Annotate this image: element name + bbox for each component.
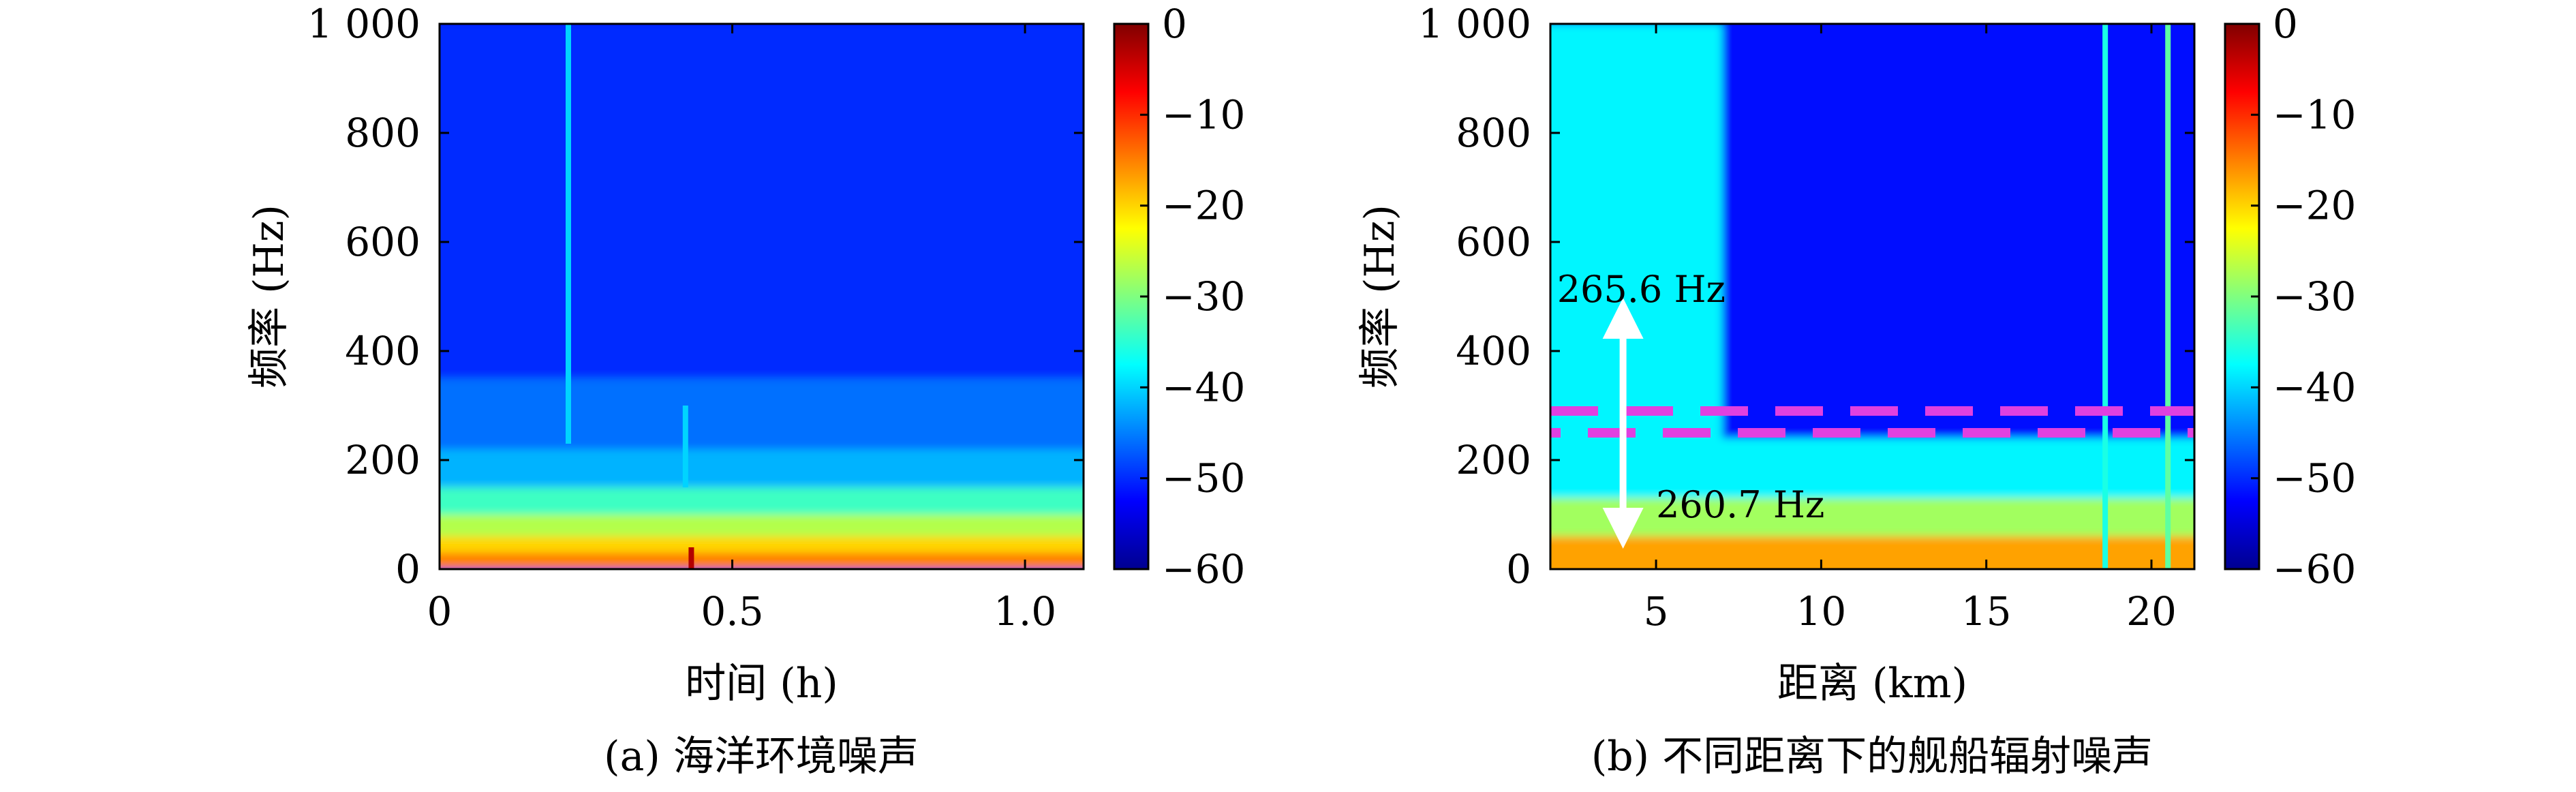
colorbar-tick-label: −30	[2273, 273, 2356, 320]
panel-caption: (a) 海洋环境噪声	[604, 733, 919, 780]
plot-frame	[1549, 22, 2196, 570]
annotation-label: 265.6 Hz	[1557, 268, 1726, 311]
y-axis-label: 频率 (Hz)	[245, 204, 293, 389]
x-tick-label: 15	[1961, 588, 2012, 635]
y-tick-label: 400	[1456, 328, 1531, 374]
spectrogram-band	[440, 515, 1084, 536]
y-tick-label: 600	[345, 219, 420, 265]
y-tick-label: 800	[345, 110, 420, 156]
x-tick-label: 5	[1644, 588, 1669, 635]
x-tick-label: 10	[1796, 588, 1846, 635]
colorbar-tick-label: 0	[1162, 1, 1187, 47]
colorbar-tick-label: −10	[1162, 91, 1245, 138]
spectrogram-band	[440, 553, 1084, 569]
y-tick-label: 0	[1506, 546, 1531, 592]
spectral-line	[682, 406, 688, 487]
spectrogram-band	[440, 378, 1084, 449]
colorbar-tick-label: −30	[1162, 273, 1245, 320]
colorbar-tick-label: −50	[1162, 455, 1245, 502]
spectrogram-band	[440, 536, 1084, 553]
colorbar-tick-label: −40	[1162, 364, 1245, 410]
colorbar-tick-label: −40	[2273, 364, 2356, 410]
panel-caption: (b) 不同距离下的舰船辐射噪声	[1591, 733, 2153, 780]
spectrogram-band	[440, 449, 1084, 487]
spectrogram-fill	[1550, 24, 2194, 569]
colorbar-tick-label: −20	[1162, 183, 1245, 229]
colorbar-tick-label: −20	[2273, 183, 2356, 229]
x-axis-label: 时间 (h)	[685, 660, 838, 707]
spectral-line	[566, 24, 571, 444]
spectral-line	[2102, 24, 2109, 569]
spectrogram-fill	[440, 24, 1084, 569]
chart-panel-a: 0 0.5 1.0 0 200 400 600 800 1 000 时间 (h) 频率 (Hz) 0 −…	[245, 1, 1245, 780]
plot-frame	[438, 22, 1085, 570]
x-tick-label: 0.5	[701, 588, 763, 635]
spectrogram-region	[1550, 438, 2194, 498]
spectral-line	[688, 547, 694, 569]
spectrogram-area	[440, 24, 1084, 569]
colorbar-tick-label: −10	[2273, 91, 2356, 138]
colorbar-tick-label: −60	[1162, 546, 1245, 592]
spectral-line	[2165, 24, 2171, 569]
colorbar-tick-label: −50	[2273, 455, 2356, 502]
y-tick-label: 1 000	[1418, 1, 1531, 47]
y-tick-label: 200	[1456, 437, 1531, 483]
colorbar-tick-label: −60	[2273, 546, 2356, 592]
spectrogram-band	[440, 24, 1084, 378]
x-axis-label: 距离 (km)	[1777, 660, 1967, 707]
spectrogram-area	[1550, 24, 2194, 569]
y-tick-label: 400	[345, 328, 420, 374]
y-axis-label: 频率 (Hz)	[1356, 204, 1404, 389]
x-tick-label: 20	[2126, 588, 2177, 635]
y-tick-label: 0	[395, 546, 420, 592]
spectrogram-region	[1550, 498, 2194, 536]
y-tick-label: 200	[345, 437, 420, 483]
annotation-label: 260.7 Hz	[1656, 483, 1824, 526]
x-tick-label: 1.0	[994, 588, 1056, 635]
spectrogram-band	[440, 487, 1084, 515]
colorbar-tick-label: 0	[2273, 1, 2298, 47]
y-tick-label: 800	[1456, 110, 1531, 156]
y-tick-label: 1 000	[307, 1, 420, 47]
y-tick-label: 600	[1456, 219, 1531, 265]
x-tick-label: 0	[427, 588, 453, 635]
spectrogram-region	[1550, 536, 2194, 569]
